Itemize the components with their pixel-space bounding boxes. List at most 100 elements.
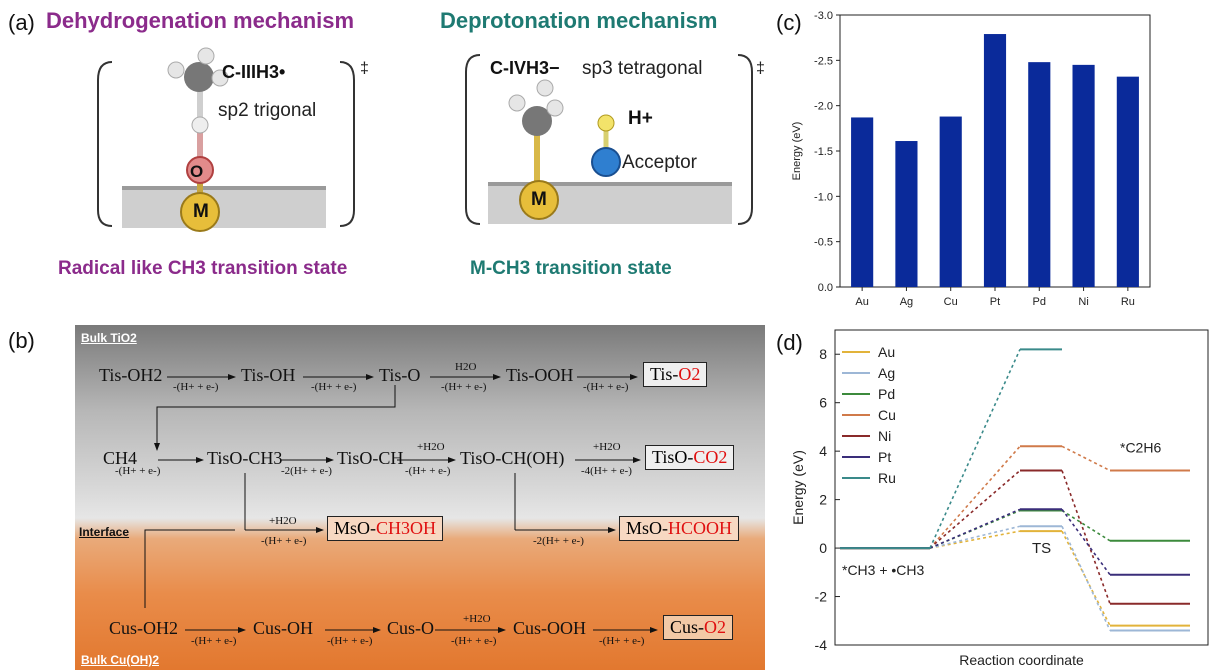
y-axis-title: Energy (eV)	[791, 122, 803, 181]
species-tiso-ch: TisO-CH	[337, 448, 404, 468]
connector-ag	[1061, 525, 1111, 631]
panel-b: Bulk TiO2 Bulk Cu(OH)2 Interface Tis-OH2…	[75, 325, 765, 670]
x-tick-label: Ag	[900, 296, 913, 308]
product-suffix: O2	[678, 364, 701, 384]
atom-m-left-label: M	[193, 201, 209, 222]
connector-cu	[929, 445, 1021, 549]
product-suffix: O2	[704, 617, 727, 637]
connector-au	[1061, 530, 1111, 626]
connector-ni	[929, 469, 1021, 549]
panel-d-energy-profile: -4 -2 0 2 4 6 8 Au Ag Pd Cu Ni Pt Ru *CH3 + •CH3 TS *C2H…	[790, 329, 1209, 668]
mch3-ts-caption: M-CH3 transition state	[470, 258, 672, 279]
left-bracket-open	[97, 61, 113, 227]
mechanism-illustration	[97, 47, 753, 232]
interface-label: Interface	[79, 525, 130, 539]
dehydrogenation-title: Dehydrogenation mechanism	[46, 8, 355, 33]
y-tick-label: 0	[819, 540, 827, 556]
metal-atom-right	[519, 180, 559, 220]
product-tis-o2: Tis-O2	[643, 362, 708, 387]
step-label: -(H+ + e-)	[327, 635, 373, 647]
legend-label-cu: Cu	[878, 407, 896, 423]
bulk-cuoh2-label: Bulk Cu(OH)2	[81, 653, 159, 667]
plus-water-label: +H2O	[593, 441, 621, 453]
panel-c-bar-chart: 0.0 -0.5 -1.0 -1.5 -2.0 -2.5 -3.0 Au Ag Cu Pt Pd Ni R…	[791, 10, 1151, 308]
product-suffix: CO2	[693, 447, 728, 467]
product-mso-ch3oh-text: MsO-CH3OH	[334, 518, 437, 538]
connector-pt	[929, 508, 1021, 549]
panel-c-letter: (c)	[776, 10, 802, 35]
x-tick-label: Ru	[1121, 296, 1135, 308]
x-tick-label: Cu	[944, 296, 958, 308]
step-label: -(H+ + e-)	[115, 465, 161, 477]
step-label: -(H+ + e-)	[441, 381, 487, 393]
left-surface	[122, 186, 326, 228]
stage-label-ts: TS	[1032, 540, 1051, 557]
y-tick-label: 6	[819, 395, 827, 411]
proton-atom	[597, 114, 615, 132]
step-label: -2(H+ + e-)	[281, 465, 332, 477]
product-tiso-co2-text: TisO-CO2	[652, 447, 728, 467]
atom-m-right-label: M	[531, 189, 547, 210]
step-label: -(H+ + e-)	[311, 381, 357, 393]
species-tis-ooh: Tis-OOH	[506, 365, 574, 385]
species-tis-oh2: Tis-OH2	[99, 365, 163, 385]
proton-label: H+	[628, 108, 653, 129]
legend-label-au: Au	[878, 344, 895, 360]
legend-label-ag: Ag	[878, 365, 895, 381]
step-label: -(H+ + e-)	[599, 635, 645, 647]
oxygen-atom	[186, 156, 214, 184]
right-bracket-close	[737, 54, 753, 225]
x-tick-label: Au	[855, 296, 868, 308]
panel-d-letter: (d)	[776, 330, 803, 355]
y-tick-label: 2	[819, 492, 827, 508]
product-cus-o2: Cus-O2	[663, 615, 734, 640]
species-cus-ooh: Cus-OOH	[513, 618, 587, 638]
y-tick-label: -2	[815, 589, 828, 605]
legend-label-ru: Ru	[878, 470, 896, 486]
y-tick-label: -2.0	[814, 101, 833, 113]
legend-label-pt: Pt	[878, 449, 891, 465]
dagger-left: ‡	[360, 60, 369, 77]
x-axis-title: Reaction coordinate	[959, 652, 1084, 668]
y-tick-label: -3.0	[814, 10, 833, 22]
deprotonation-title: Deprotonation mechanism	[440, 8, 718, 33]
product-mso-hcooh-text: MsO-HCOOH	[626, 518, 733, 538]
bar-au	[851, 117, 874, 287]
radical-species-label: C-IIIH3•	[222, 62, 286, 82]
y-tick-label: -1.5	[814, 146, 833, 158]
bulk-tio2-label: Bulk TiO2	[81, 331, 137, 345]
acceptor-atom	[591, 147, 621, 177]
product-suffix: HCOOH	[668, 518, 733, 538]
step-label: -(H+ + e-)	[173, 381, 219, 393]
bar-pd	[1028, 62, 1051, 287]
legend-label-pd: Pd	[878, 386, 895, 402]
bar-ag	[895, 141, 918, 287]
dagger-right: ‡	[756, 60, 765, 77]
metal-atom-left	[180, 192, 220, 232]
step-label: -(H+ + e-)	[405, 465, 451, 477]
anion-species-label: C-IVH3−	[490, 58, 560, 78]
plus-water-label: +H2O	[463, 613, 491, 625]
left-bracket-close	[339, 61, 355, 227]
right-bracket-open	[465, 54, 481, 225]
bar-ni	[1072, 64, 1095, 287]
y-axis-title: Energy (eV)	[790, 450, 806, 525]
product-tis-o2-text: Tis-O2	[650, 364, 701, 384]
radical-ts-caption: Radical like CH3 transition state	[58, 258, 348, 279]
acceptor-label: Acceptor	[622, 152, 697, 173]
sp3-label: sp3 tetragonal	[582, 58, 703, 79]
product-tiso-co2: TisO-CO2	[645, 445, 735, 470]
species-tiso-ch3: TisO-CH3	[207, 448, 283, 468]
species-tis-o: Tis-O	[379, 365, 421, 385]
bar-ru	[1116, 76, 1139, 287]
step-label: -4(H+ + e-)	[581, 465, 632, 477]
stage-label-initial: *CH3 + •CH3	[842, 562, 925, 578]
y-tick-label: -0.5	[814, 237, 833, 249]
product-cus-o2-text: Cus-O2	[670, 617, 727, 637]
product-mso-ch3oh: MsO-CH3OH	[327, 516, 444, 541]
step-label: -(H+ + e-)	[451, 635, 497, 647]
connector-pt	[1061, 508, 1111, 576]
plot-frame	[834, 329, 1209, 646]
y-tick-label: 0.0	[818, 282, 833, 294]
plus-water-label: +H2O	[417, 441, 445, 453]
